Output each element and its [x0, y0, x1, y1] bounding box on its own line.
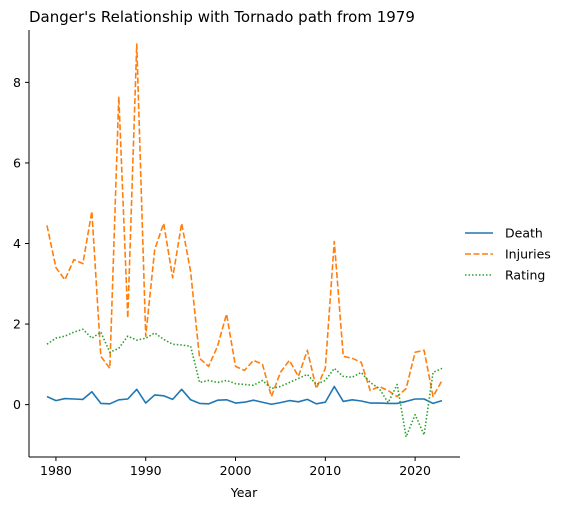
y-tick-label: 8 [13, 75, 21, 90]
x-axis-label: Year [230, 485, 258, 500]
x-tick-label: 2020 [399, 463, 431, 478]
series-line-rating [46, 328, 443, 438]
legend: Death Injuries Rating [465, 226, 551, 283]
legend-label-rating: Rating [505, 268, 545, 283]
chart-title: Danger's Relationship with Tornado path … [29, 8, 415, 26]
plot-area [46, 43, 443, 438]
series-line-injuries [46, 43, 443, 398]
y-axis-ticks: 0 2 4 6 8 [13, 75, 29, 412]
x-tick-label: 2010 [309, 463, 341, 478]
legend-label-death: Death [505, 226, 543, 241]
x-tick-label: 2000 [220, 463, 252, 478]
x-tick-label: 1990 [130, 463, 162, 478]
y-tick-label: 6 [13, 155, 21, 170]
series-line-death [46, 385, 443, 406]
x-axis-ticks: 1980 1990 2000 2010 2020 [40, 457, 431, 478]
y-tick-label: 4 [13, 236, 21, 251]
y-tick-label: 0 [13, 397, 21, 412]
legend-label-injuries: Injuries [505, 247, 551, 262]
y-tick-label: 2 [13, 317, 21, 332]
x-tick-label: 1980 [40, 463, 72, 478]
